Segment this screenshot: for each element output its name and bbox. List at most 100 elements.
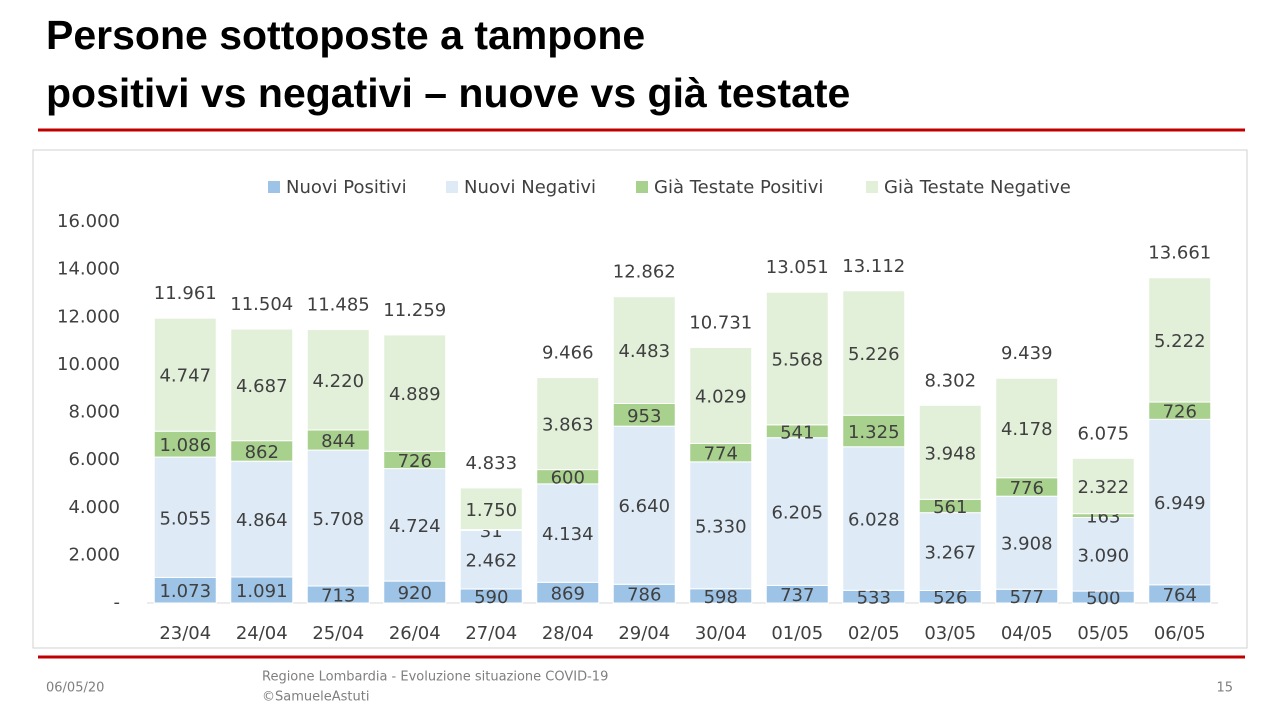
data-label: 786 xyxy=(627,585,661,606)
total-label: 11.961 xyxy=(154,283,217,304)
title-line: Persone sottoposte a tampone xyxy=(46,12,645,58)
data-label: 5.055 xyxy=(159,508,211,529)
bar-segment xyxy=(689,346,753,444)
data-label: 4.029 xyxy=(695,386,747,407)
data-label: 600 xyxy=(551,468,585,489)
data-label: 862 xyxy=(245,442,279,463)
data-label: 3.090 xyxy=(1077,545,1129,566)
y-tick-label: 10.000 xyxy=(57,354,120,375)
bar-segment xyxy=(918,404,982,500)
data-label: 4.178 xyxy=(1001,419,1053,440)
y-tick-label: 4.000 xyxy=(68,497,120,518)
x-tick-label: 27/04 xyxy=(465,623,517,644)
y-tick-label: - xyxy=(114,592,121,613)
y-tick-label: 16.000 xyxy=(57,211,120,232)
data-label: 4.747 xyxy=(159,366,211,387)
data-label: 598 xyxy=(704,587,738,608)
bar-segment xyxy=(1148,277,1212,403)
data-label: 4.687 xyxy=(236,376,288,397)
bar-segment xyxy=(842,290,906,416)
x-tick-label: 04/05 xyxy=(1001,623,1053,644)
bar-segment xyxy=(230,328,294,442)
total-label: 13.051 xyxy=(766,257,829,278)
x-tick-label: 05/05 xyxy=(1077,623,1129,644)
bar-segment xyxy=(230,576,294,604)
data-label: 3.863 xyxy=(542,415,594,436)
bar-segment xyxy=(1148,418,1212,586)
x-tick-label: 06/05 xyxy=(1154,623,1206,644)
data-label: 764 xyxy=(1163,585,1197,606)
data-label: 577 xyxy=(1010,587,1044,608)
data-label: 1.325 xyxy=(848,422,900,443)
data-label: 3.908 xyxy=(1001,534,1053,555)
data-label: 869 xyxy=(551,584,585,605)
total-label: 10.731 xyxy=(689,312,752,333)
x-tick-label: 03/05 xyxy=(924,623,976,644)
data-label: 1.750 xyxy=(465,500,517,521)
bar-segment xyxy=(995,377,1059,479)
data-label: 561 xyxy=(933,497,967,518)
x-tick-label: 24/04 xyxy=(236,623,288,644)
total-label: 9.466 xyxy=(542,343,594,364)
bar-segment xyxy=(153,576,217,604)
bar-segment xyxy=(1071,517,1135,592)
y-tick-label: 14.000 xyxy=(57,259,120,280)
total-label: 11.259 xyxy=(383,300,446,321)
data-label: 953 xyxy=(627,406,661,427)
footer-author: ©SamueleAstuti xyxy=(262,690,369,705)
legend-swatch xyxy=(446,181,458,193)
chart: - 2.000 4.000 6.000 8.000 10.000 12.000 14.000 1… xyxy=(57,177,1218,644)
total-label: 12.862 xyxy=(613,262,676,283)
x-tick-label: 25/04 xyxy=(312,623,364,644)
data-label: 4.483 xyxy=(618,341,670,362)
bar-segment xyxy=(306,329,370,431)
total-label: 11.485 xyxy=(307,295,370,316)
data-label: 3.948 xyxy=(924,443,976,464)
x-tick-label: 30/04 xyxy=(695,623,747,644)
data-label: 6.205 xyxy=(771,503,823,524)
title-line: positivi vs negativi – nuove vs già test… xyxy=(46,70,850,116)
legend-label: Nuovi Positivi xyxy=(286,177,407,198)
total-label: 11.504 xyxy=(230,294,293,315)
x-tick-label: 29/04 xyxy=(618,623,670,644)
x-tick-label: 01/05 xyxy=(771,623,823,644)
bar-segment xyxy=(459,487,523,531)
legend-label: Già Testate Positivi xyxy=(654,177,823,198)
bar-segment xyxy=(153,430,217,458)
data-label: 4.864 xyxy=(236,510,288,531)
data-label: 4.134 xyxy=(542,524,594,545)
data-label: 2.322 xyxy=(1077,477,1129,498)
data-label: 3.267 xyxy=(924,543,976,564)
legend-swatch xyxy=(866,181,878,193)
legend-label: Nuovi Negativi xyxy=(464,177,596,198)
bar-segment xyxy=(306,449,370,587)
bar-segment xyxy=(612,296,676,404)
bar-segment xyxy=(765,291,829,426)
bar-segment xyxy=(153,456,217,578)
data-label: 920 xyxy=(398,583,432,604)
data-label: 6.949 xyxy=(1154,493,1206,514)
data-label: 1.073 xyxy=(159,581,211,602)
page-number: 15 xyxy=(1216,681,1233,696)
bar-segment xyxy=(612,425,676,585)
data-label: 1.091 xyxy=(236,581,288,602)
data-label: 737 xyxy=(780,585,814,606)
y-tick-label: 8.000 xyxy=(68,402,120,423)
data-label: 500 xyxy=(1086,588,1120,609)
y-tick-label: 6.000 xyxy=(68,449,120,470)
data-label: 726 xyxy=(1163,402,1197,423)
total-label: 13.661 xyxy=(1148,243,1211,264)
data-label: 776 xyxy=(1010,478,1044,499)
x-tick-label: 02/05 xyxy=(848,623,900,644)
data-label: 4.889 xyxy=(389,384,441,405)
data-label: 541 xyxy=(780,422,814,443)
bar-segment xyxy=(459,529,523,590)
bar-segment xyxy=(153,317,217,432)
data-label: 590 xyxy=(474,587,508,608)
data-label: 526 xyxy=(933,588,967,609)
y-tick-label: 12.000 xyxy=(57,306,120,327)
x-tick-label: 26/04 xyxy=(389,623,441,644)
legend-label: Già Testate Negative xyxy=(884,177,1071,198)
